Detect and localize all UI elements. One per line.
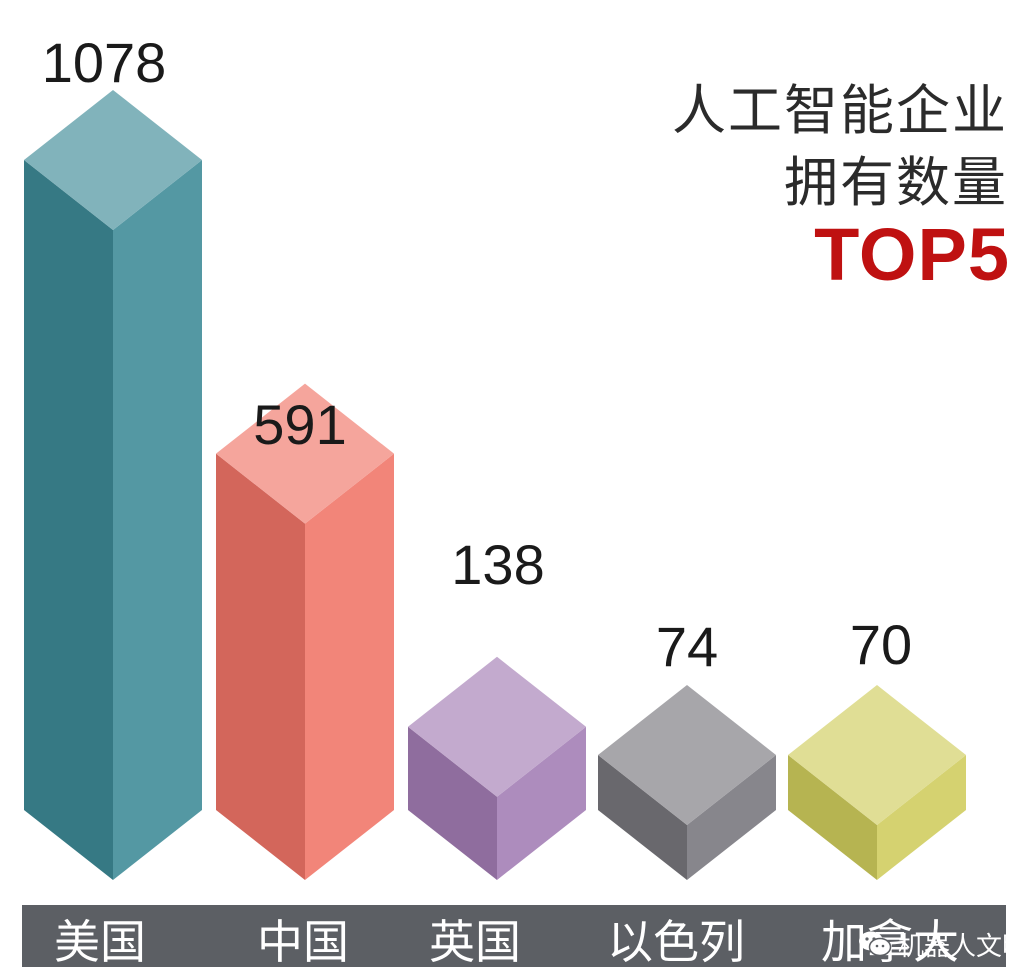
bar-uk-right-face [497,726,586,880]
chart-title-line-2: 拥有数量 [784,151,1008,214]
watermark: 机器人文明 [858,926,1028,962]
bar-usa-right-face [113,160,202,880]
bar-israel-left-face [598,755,687,880]
bar-china-right-face [305,453,394,880]
chart-title-highlight: TOP5 [814,213,1010,296]
bar-uk-left-face [408,726,497,880]
chart-title-line-1: 人工智能企业 [672,79,1008,142]
value-label-uk: 138 [451,533,545,596]
watermark-text: 机器人文明 [898,931,1029,962]
bar-canada-top-face [788,685,966,825]
bar-canada-right-face [877,755,966,880]
category-label-israel: 以色列 [607,915,745,969]
category-axis-bar [22,905,1006,967]
bar-usa-left-face [24,160,113,880]
value-label-canada: 70 [849,613,913,676]
wechat-icon [859,931,892,957]
bar-canada-left-face [788,755,877,880]
value-label-usa: 1078 [41,31,167,94]
category-label-uk: 英国 [429,915,521,969]
bar-china-left-face [216,453,305,880]
bar-china-top-face [216,383,394,524]
category-label-canada: 加拿大 [821,915,959,969]
category-label-usa: 美国 [54,915,146,969]
value-label-israel: 74 [655,615,719,678]
bar-israel-top-face [598,685,776,825]
bar-uk-top-face [408,656,586,797]
value-label-china: 591 [253,393,347,456]
category-label-china: 中国 [257,915,349,969]
bar-usa-top-face [24,90,202,230]
bar-israel-right-face [687,755,776,880]
